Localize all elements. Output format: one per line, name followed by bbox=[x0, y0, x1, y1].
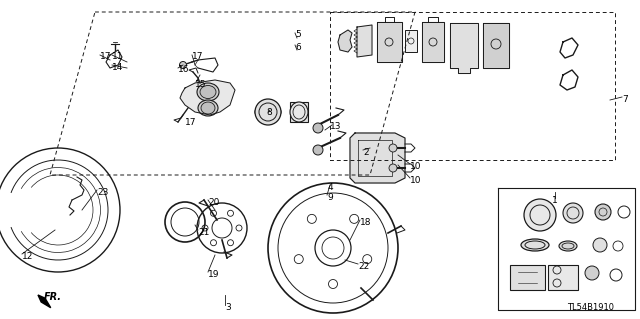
Polygon shape bbox=[180, 80, 235, 115]
Ellipse shape bbox=[197, 83, 219, 101]
Text: 7: 7 bbox=[622, 95, 628, 104]
Text: 10: 10 bbox=[410, 176, 422, 185]
Text: 22: 22 bbox=[358, 262, 369, 271]
Ellipse shape bbox=[521, 239, 549, 251]
Text: 3: 3 bbox=[225, 303, 231, 312]
Text: 17: 17 bbox=[185, 118, 196, 127]
Text: 1: 1 bbox=[552, 196, 558, 205]
Circle shape bbox=[255, 99, 281, 125]
Bar bbox=[510, 265, 545, 290]
Bar bbox=[290, 102, 308, 122]
Ellipse shape bbox=[200, 85, 216, 99]
Text: 13: 13 bbox=[330, 122, 342, 131]
Circle shape bbox=[563, 203, 583, 223]
Text: 2: 2 bbox=[363, 148, 369, 157]
Polygon shape bbox=[38, 295, 51, 308]
Text: 23: 23 bbox=[97, 188, 108, 197]
Polygon shape bbox=[422, 22, 444, 62]
Text: FR.: FR. bbox=[44, 292, 62, 302]
Ellipse shape bbox=[201, 102, 215, 114]
Text: 5: 5 bbox=[295, 30, 301, 39]
Text: 20: 20 bbox=[208, 198, 220, 207]
Text: 19: 19 bbox=[208, 270, 220, 279]
Bar bbox=[405, 30, 417, 52]
Text: 16: 16 bbox=[178, 65, 189, 74]
Polygon shape bbox=[483, 23, 509, 68]
Circle shape bbox=[313, 123, 323, 133]
Circle shape bbox=[179, 62, 186, 69]
Ellipse shape bbox=[290, 102, 308, 122]
Text: 15: 15 bbox=[195, 80, 207, 89]
Circle shape bbox=[524, 199, 556, 231]
Polygon shape bbox=[450, 23, 478, 73]
Text: 4: 4 bbox=[328, 183, 333, 192]
Text: 12: 12 bbox=[22, 252, 33, 261]
Text: 9: 9 bbox=[327, 193, 333, 202]
Ellipse shape bbox=[559, 241, 577, 251]
Circle shape bbox=[595, 204, 611, 220]
Polygon shape bbox=[357, 25, 372, 57]
Text: 21: 21 bbox=[198, 228, 209, 237]
Ellipse shape bbox=[255, 105, 281, 119]
Text: 6: 6 bbox=[295, 43, 301, 52]
Polygon shape bbox=[338, 30, 352, 52]
Circle shape bbox=[389, 164, 397, 172]
Polygon shape bbox=[350, 133, 405, 183]
Text: 8: 8 bbox=[266, 108, 272, 117]
Ellipse shape bbox=[198, 100, 218, 116]
Text: 10: 10 bbox=[410, 162, 422, 171]
Circle shape bbox=[593, 238, 607, 252]
Text: 17: 17 bbox=[100, 52, 111, 61]
Circle shape bbox=[585, 266, 599, 280]
Text: 18: 18 bbox=[360, 218, 371, 227]
Circle shape bbox=[389, 144, 397, 152]
Text: 14: 14 bbox=[112, 63, 124, 72]
Text: TL54B1910: TL54B1910 bbox=[568, 303, 614, 313]
Circle shape bbox=[313, 145, 323, 155]
Bar bbox=[548, 265, 578, 290]
Polygon shape bbox=[377, 22, 402, 62]
Text: 11: 11 bbox=[112, 52, 124, 61]
Text: 17: 17 bbox=[192, 52, 204, 61]
